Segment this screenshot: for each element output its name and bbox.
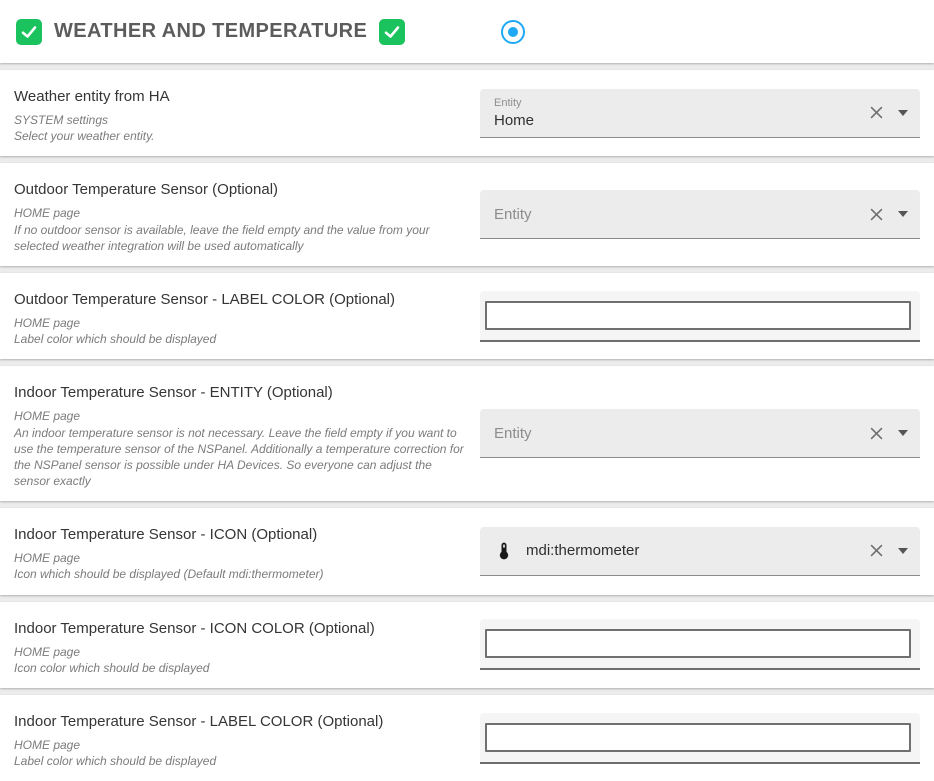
field-group: HOME page xyxy=(14,206,81,221)
outdoor-entity-select[interactable]: Entity xyxy=(480,190,920,240)
chevron-down-icon[interactable] xyxy=(898,109,908,116)
field-label: Outdoor Temperature Sensor - LABEL COLOR… xyxy=(14,290,396,308)
select-placeholder: Entity xyxy=(494,205,532,223)
field-label: Weather entity from HA xyxy=(14,88,170,105)
radio-dot xyxy=(508,26,519,37)
field-description: If no outdoor sensor is available, leave… xyxy=(14,222,430,253)
row-indoor-entity: Indoor Temperature Sensor - ENTITY (Opti… xyxy=(0,366,934,502)
indoor-entity-select[interactable]: Entity xyxy=(480,409,920,459)
radio-selected-icon[interactable] xyxy=(501,19,526,44)
indoor-icon-color-input[interactable] xyxy=(485,629,911,659)
clear-icon[interactable] xyxy=(864,202,888,226)
field-group: SYSTEM settings xyxy=(14,113,109,127)
checked-checkbox-icon[interactable] xyxy=(379,18,406,45)
chevron-down-icon[interactable] xyxy=(898,211,908,218)
row-outdoor-label-color: Outdoor Temperature Sensor - LABEL COLOR… xyxy=(0,272,934,360)
field-label: Indoor Temperature Sensor - ICON COLOR (… xyxy=(14,619,375,637)
field-label: Outdoor Temperature Sensor (Optional) xyxy=(14,181,279,199)
text-field-container xyxy=(480,712,920,764)
row-indoor-icon: Indoor Temperature Sensor - ICON (Option… xyxy=(0,508,934,595)
thermometer-icon xyxy=(494,541,514,561)
checked-checkbox-icon[interactable] xyxy=(16,18,42,45)
field-description: Select your weather entity. xyxy=(14,129,155,144)
clear-icon[interactable] xyxy=(864,539,888,563)
indoor-label-color-input[interactable] xyxy=(485,722,911,752)
row-outdoor-sensor: Outdoor Temperature Sensor (Optional) HO… xyxy=(0,163,934,266)
select-value: mdi:thermometer xyxy=(526,542,640,560)
field-group: HOME page xyxy=(14,644,81,659)
select-placeholder: Entity xyxy=(494,424,532,442)
field-description: Label color which should be displayed xyxy=(14,754,217,769)
field-label: Indoor Temperature Sensor - ENTITY (Opti… xyxy=(14,384,333,402)
field-group: HOME page xyxy=(14,551,81,566)
text-field-container xyxy=(480,290,920,342)
field-group: HOME page xyxy=(14,409,81,424)
outdoor-label-color-input[interactable] xyxy=(485,300,911,330)
clear-icon[interactable] xyxy=(864,421,888,445)
select-value: Home xyxy=(494,111,535,129)
section-header: WEATHER AND TEMPERATURE xyxy=(0,0,934,63)
clear-icon[interactable] xyxy=(864,101,888,125)
text-field-container xyxy=(480,619,920,671)
field-group: HOME page xyxy=(14,738,81,752)
indoor-icon-select[interactable]: mdi:thermometer xyxy=(480,526,920,576)
field-description: Icon which should be displayed (Default … xyxy=(14,567,324,582)
row-indoor-icon-color: Indoor Temperature Sensor - ICON COLOR (… xyxy=(0,601,934,688)
field-label: Indoor Temperature Sensor - ICON (Option… xyxy=(14,526,318,544)
field-description: An indoor temperature sensor is not nece… xyxy=(14,425,464,489)
row-weather-entity: Weather entity from HA SYSTEM settings S… xyxy=(0,70,934,157)
field-description: Label color which should be displayed xyxy=(14,332,217,347)
section-title: WEATHER AND TEMPERATURE xyxy=(54,20,368,42)
chevron-down-icon[interactable] xyxy=(898,547,908,554)
field-label: Indoor Temperature Sensor - LABEL COLOR … xyxy=(14,713,384,730)
field-description: Icon color which should be displayed xyxy=(14,660,210,675)
select-label: Entity xyxy=(494,96,522,109)
weather-entity-select[interactable]: Entity Home xyxy=(480,88,920,138)
row-indoor-label-color: Indoor Temperature Sensor - LABEL COLOR … xyxy=(0,695,934,781)
chevron-down-icon[interactable] xyxy=(898,430,908,437)
field-group: HOME page xyxy=(14,315,81,330)
